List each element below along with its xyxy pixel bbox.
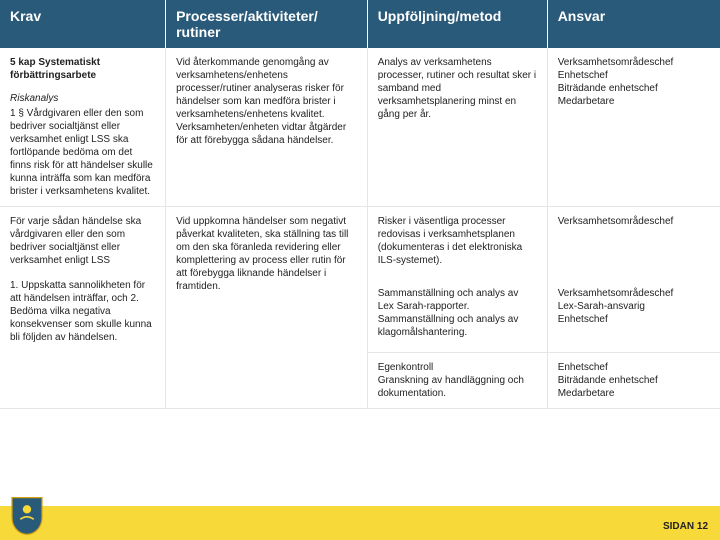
table-row: Egenkontroll Granskning av handläggning … — [0, 352, 720, 408]
cell-empty — [166, 352, 368, 408]
footer-bar — [0, 506, 720, 540]
cell-process-1: Vid återkommande genomgång av verksamhet… — [166, 48, 368, 207]
cell-empty — [0, 352, 166, 408]
cell-ansvar-1: Verksamhetsområdeschef Enhetschef Biträd… — [547, 48, 720, 207]
page-number: SIDAN 12 — [663, 521, 708, 532]
table-header-row: Krav Processer/aktiviteter/ rutiner Uppf… — [0, 0, 720, 48]
krav-body: 1 § Vårdgivaren eller den som bedriver s… — [10, 108, 153, 197]
col-header-krav: Krav — [0, 0, 166, 48]
cell-uppfoljning-2a: Risker i väsentliga processer redovisas … — [367, 207, 547, 280]
table-row: 5 kap Systematiskt förbättringsarbete Ri… — [0, 48, 720, 207]
cell-krav-2: För varje sådan händelse ska vårdgivaren… — [0, 207, 166, 353]
cell-uppfoljning-3: Egenkontroll Granskning av handläggning … — [367, 352, 547, 408]
cell-ansvar-3: Enhetschef Biträdande enhetschef Medarbe… — [547, 352, 720, 408]
city-crest-icon — [10, 496, 44, 536]
col-header-uppfoljning: Uppföljning/metod — [367, 0, 547, 48]
krav-body-a: För varje sådan händelse ska vårdgivaren… — [10, 216, 141, 266]
col-header-ansvar: Ansvar — [547, 0, 720, 48]
table-row: För varje sådan händelse ska vårdgivaren… — [0, 207, 720, 280]
cell-uppfoljning-2b: Sammanställning och analys av Lex Sarah-… — [367, 279, 547, 352]
cell-krav-1: 5 kap Systematiskt förbättringsarbete Ri… — [0, 48, 166, 207]
krav-subheading: Riskanalys — [10, 92, 155, 105]
cell-ansvar-2b: Verksamhetsområdeschef Lex-Sarah-ansvari… — [547, 279, 720, 352]
cell-ansvar-2a: Verksamhetsområdeschef — [547, 207, 720, 280]
cell-uppfoljning-1: Analys av verksamhetens processer, rutin… — [367, 48, 547, 207]
krav-body-b: 1. Uppskatta sannolikheten för att hände… — [10, 280, 152, 343]
col-header-processer: Processer/aktiviteter/ rutiner — [166, 0, 368, 48]
slide-page: Krav Processer/aktiviteter/ rutiner Uppf… — [0, 0, 720, 540]
cell-process-2: Vid uppkomna händelser som negativt påve… — [166, 207, 368, 353]
requirements-table: Krav Processer/aktiviteter/ rutiner Uppf… — [0, 0, 720, 409]
krav-heading: 5 kap Systematiskt förbättringsarbete — [10, 56, 155, 82]
